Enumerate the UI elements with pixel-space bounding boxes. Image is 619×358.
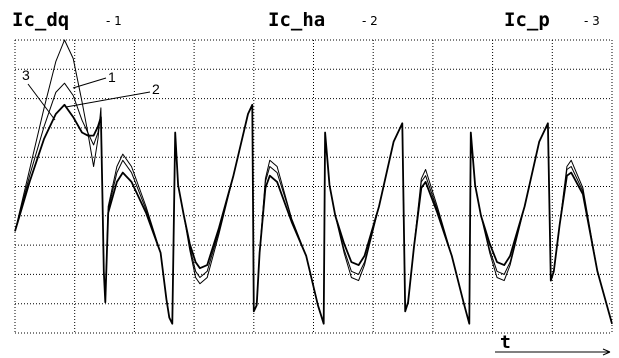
time-arrow-head [602, 348, 611, 356]
legend-title-1: Ic_dq [12, 9, 69, 31]
series-line-3 [14, 103, 613, 325]
callout-label-2: 2 [152, 81, 160, 97]
callout-label-1: 1 [108, 69, 116, 85]
time-axis-indicator: t [495, 332, 611, 356]
callout-leader-2 [65, 91, 151, 108]
legend-entry-1: Ic_dq - 1 [12, 9, 122, 31]
legend-entry-2: Ic_ha - 2 [268, 9, 378, 31]
legend-entry-3: Ic_p - 3 [504, 9, 600, 31]
callout-2: 2 [65, 81, 160, 108]
legend-title-3: Ic_p [504, 9, 550, 31]
callout-3: 3 [22, 67, 56, 121]
legend-title-2: Ic_ha [268, 9, 325, 31]
legend-number-1: - 1 [106, 14, 122, 28]
legend-number-3: - 3 [584, 14, 600, 28]
series-layer [14, 39, 613, 325]
legend-number-2: - 2 [362, 14, 378, 28]
callout-leader-1 [72, 77, 107, 89]
callout-label-3: 3 [22, 67, 30, 83]
callout-leader-3 [27, 83, 56, 121]
callout-1: 1 [72, 69, 116, 89]
x-axis-label: t [500, 332, 511, 353]
